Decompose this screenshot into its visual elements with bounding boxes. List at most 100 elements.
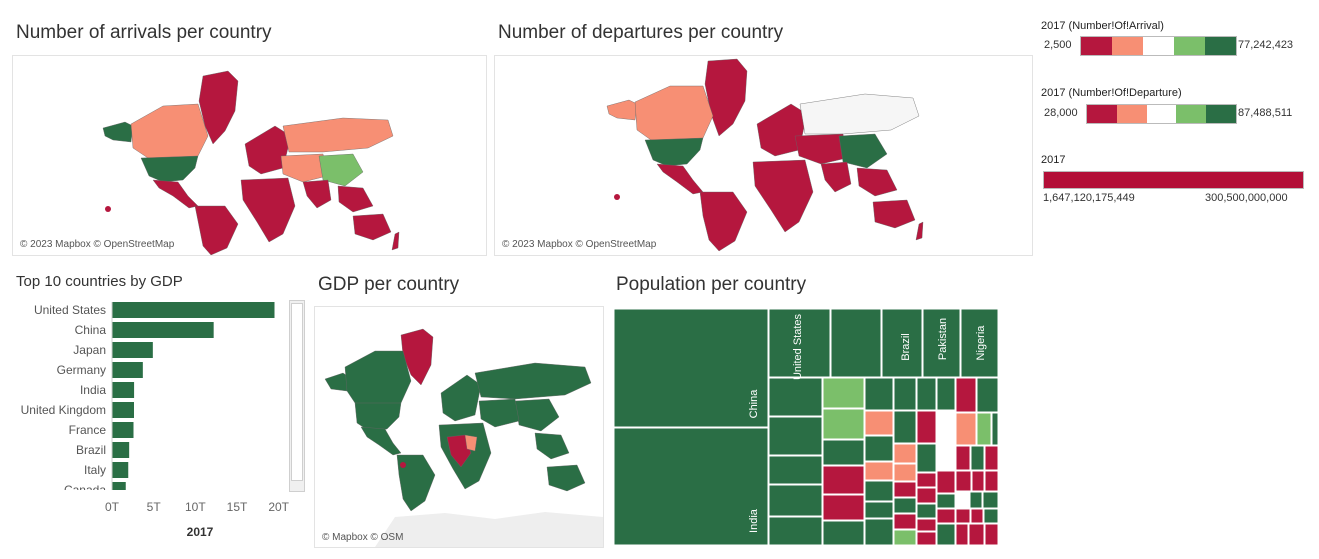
- treemap-cell[interactable]: [830, 309, 882, 378]
- treemap-cell[interactable]: [864, 518, 894, 545]
- treemap-cell[interactable]: [955, 470, 972, 492]
- gdp-bar[interactable]: [112, 382, 135, 398]
- treemap-cell[interactable]: [936, 470, 956, 494]
- treemap-cell[interactable]: [955, 508, 971, 524]
- treemap-cell[interactable]: [864, 461, 894, 481]
- gdp-legend-min: 1,647,120,175,449: [1043, 192, 1135, 204]
- bar-category-label: United States: [34, 303, 106, 317]
- treemap-cell[interactable]: [893, 529, 917, 545]
- treemap-cell[interactable]: [991, 412, 998, 446]
- departures-map-title: Number of departures per country: [498, 22, 784, 43]
- treemap-cell[interactable]: [893, 463, 917, 482]
- bar-tick-label: 10T: [185, 500, 206, 514]
- treemap-cell[interactable]: [916, 472, 937, 488]
- treemap-cell[interactable]: [955, 377, 977, 413]
- gdp-map[interactable]: © Mapbox © OSM: [314, 306, 604, 548]
- gdp-bar[interactable]: [112, 462, 129, 478]
- treemap-cell[interactable]: [893, 481, 917, 498]
- treemap-label: United States: [792, 313, 804, 380]
- treemap-cell[interactable]: [970, 508, 984, 524]
- treemap-cell[interactable]: [984, 523, 998, 545]
- top10-scrollbar-thumb[interactable]: [291, 303, 303, 481]
- gdp-map-attribution[interactable]: © Mapbox © OSM: [322, 532, 404, 543]
- treemap-cell[interactable]: [864, 410, 894, 436]
- treemap-cell[interactable]: [936, 410, 956, 444]
- arrival-color-legend[interactable]: [1080, 36, 1237, 56]
- departures-map[interactable]: © 2023 Mapbox © OpenStreetMap: [494, 55, 1033, 256]
- treemap-cell[interactable]: [916, 487, 937, 504]
- treemap-cell[interactable]: [936, 523, 956, 545]
- gdp-bar[interactable]: [112, 402, 134, 418]
- treemap-cell[interactable]: [936, 493, 956, 509]
- top10-scrollbar[interactable]: [289, 300, 305, 492]
- treemap-cell[interactable]: [893, 443, 917, 464]
- treemap-cell[interactable]: [768, 516, 823, 545]
- population-treemap[interactable]: China India United States Brazil Pakistan Nig…: [614, 309, 998, 545]
- treemap-cell[interactable]: [864, 501, 894, 519]
- treemap-cell[interactable]: [916, 518, 937, 532]
- treemap-cell[interactable]: [970, 445, 985, 471]
- gdp-color-legend[interactable]: [1043, 171, 1304, 189]
- treemap-cell[interactable]: [936, 508, 956, 524]
- treemap-cell[interactable]: [976, 412, 992, 446]
- treemap-cell[interactable]: [893, 513, 917, 530]
- gdp-bar[interactable]: [112, 302, 275, 318]
- treemap-cell[interactable]: [984, 470, 998, 492]
- gdp-bar[interactable]: [112, 422, 134, 438]
- treemap-cell[interactable]: [864, 480, 894, 502]
- treemap-cell[interactable]: [955, 523, 969, 545]
- treemap-cell[interactable]: [822, 494, 865, 521]
- treemap-cell[interactable]: [768, 377, 823, 417]
- treemap-cell[interactable]: [916, 410, 937, 444]
- treemap-cell[interactable]: [864, 435, 894, 462]
- treemap-cell[interactable]: [983, 508, 998, 524]
- treemap-cell[interactable]: [955, 445, 971, 471]
- arrivals-map[interactable]: © 2023 Mapbox © OpenStreetMap: [12, 55, 487, 256]
- island-marker: [400, 462, 406, 468]
- treemap-cell[interactable]: [982, 491, 998, 509]
- treemap-cell[interactable]: [916, 503, 937, 519]
- treemap-cell[interactable]: [916, 377, 937, 411]
- treemap-cell[interactable]: [893, 377, 917, 411]
- treemap-cell[interactable]: [971, 470, 985, 492]
- gdp-bar[interactable]: [112, 362, 143, 378]
- treemap-cell[interactable]: [893, 497, 917, 514]
- treemap-cell[interactable]: [955, 491, 970, 509]
- treemap-cell[interactable]: [768, 455, 823, 485]
- treemap-cell[interactable]: [881, 309, 923, 378]
- treemap-cell[interactable]: [960, 309, 998, 378]
- arrivals-map-attribution[interactable]: © 2023 Mapbox © OpenStreetMap: [20, 239, 175, 250]
- gdp-bar[interactable]: [112, 342, 153, 358]
- treemap-cell[interactable]: [976, 377, 998, 413]
- treemap-cell[interactable]: [614, 427, 769, 545]
- gdp-bar[interactable]: [112, 322, 214, 338]
- treemap-cell[interactable]: [916, 443, 937, 473]
- treemap-cell[interactable]: [822, 439, 865, 466]
- departure-color-legend[interactable]: [1086, 104, 1237, 124]
- treemap-cell[interactable]: [768, 309, 831, 378]
- treemap-cell[interactable]: [936, 377, 956, 411]
- treemap-cell[interactable]: [936, 443, 956, 471]
- treemap-label: Nigeria: [975, 325, 987, 361]
- alaska-region: [102, 121, 134, 143]
- treemap-cell[interactable]: [968, 523, 985, 545]
- treemap-cell[interactable]: [822, 520, 865, 545]
- treemap-cell[interactable]: [768, 484, 823, 517]
- treemap-cell[interactable]: [822, 465, 865, 495]
- treemap-cell[interactable]: [822, 377, 865, 409]
- departures-map-attribution[interactable]: © 2023 Mapbox © OpenStreetMap: [502, 239, 657, 250]
- treemap-cell[interactable]: [984, 445, 998, 471]
- treemap-cell[interactable]: [922, 309, 961, 378]
- treemap-cell[interactable]: [916, 531, 937, 545]
- treemap-cell[interactable]: [822, 408, 865, 440]
- south-asia-region: [302, 179, 332, 209]
- gdp-bar[interactable]: [112, 442, 130, 458]
- gdp-map-svg: [324, 328, 603, 547]
- treemap-cell[interactable]: [768, 416, 823, 456]
- china-region: [838, 133, 888, 169]
- treemap-cell[interactable]: [614, 309, 769, 428]
- treemap-cell[interactable]: [969, 491, 983, 509]
- treemap-cell[interactable]: [955, 412, 977, 446]
- treemap-cell[interactable]: [864, 377, 894, 411]
- treemap-cell[interactable]: [893, 410, 917, 444]
